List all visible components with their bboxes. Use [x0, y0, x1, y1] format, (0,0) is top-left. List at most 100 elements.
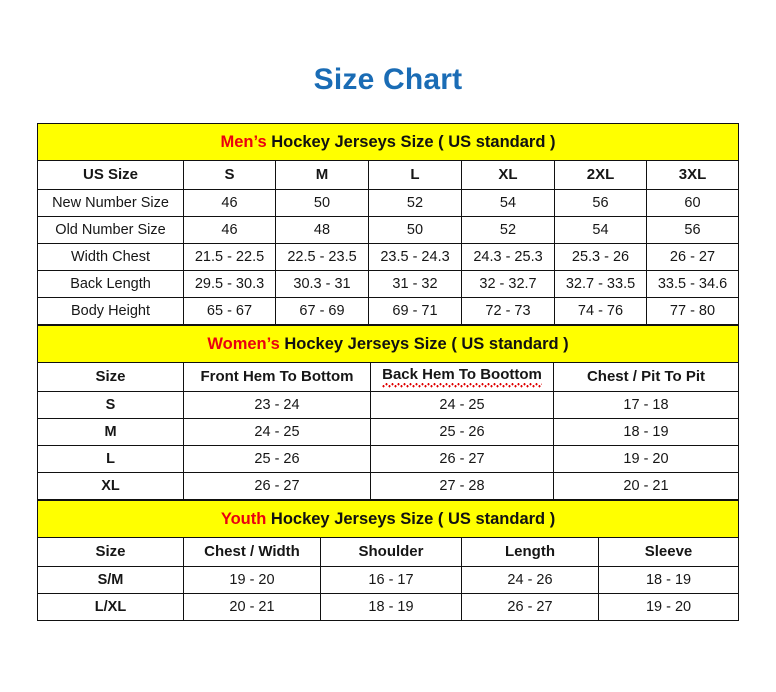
mens-cell-0-2: 52 — [368, 189, 462, 217]
mens-cell-1-1: 48 — [275, 216, 369, 244]
mens-cell-2-3: 24.3 - 25.3 — [461, 243, 555, 271]
youth-cell-1-1: 18 - 19 — [320, 593, 462, 621]
mens-cell-4-1: 67 - 69 — [275, 297, 369, 325]
page-title: Size Chart — [313, 63, 463, 96]
womens-cell-0-1: 24 - 25 — [370, 391, 554, 419]
mens-col-header-1: S — [183, 160, 276, 190]
mens-cell-4-4: 74 - 76 — [554, 297, 647, 325]
youth-col-header-4: Sleeve — [597, 537, 740, 567]
mens-cell-4-5: 77 - 80 — [646, 297, 739, 325]
womens-cell-1-1: 25 - 26 — [370, 418, 554, 446]
youth-col-header-3: Length — [461, 537, 599, 567]
mens-cell-3-3: 32 - 32.7 — [461, 270, 555, 298]
mens-cell-3-4: 32.7 - 33.5 — [554, 270, 647, 298]
mens-col-header-2: M — [275, 160, 369, 190]
mens-cell-2-4: 25.3 - 26 — [554, 243, 647, 271]
mens-cell-0-1: 50 — [275, 189, 369, 217]
mens-cell-0-4: 56 — [554, 189, 647, 217]
youth-row-label-0: S/M — [37, 566, 184, 594]
mens-cell-0-5: 60 — [646, 189, 739, 217]
mens-col-header-4: XL — [461, 160, 555, 190]
table-row: S/M 19 - 20 16 - 17 24 - 26 18 - 19 — [37, 566, 740, 594]
womens-cell-2-1: 26 - 27 — [370, 445, 554, 473]
misspelled-word: Back Hem To Boottom — [382, 366, 542, 388]
womens-row-label-3: XL — [37, 472, 184, 500]
womens-col-header-2: Back Hem To Boottom — [370, 362, 554, 392]
youth-column-header-row: Size Chest / Width Shoulder Length Sleev… — [37, 537, 740, 567]
youth-banner-accent: Youth — [220, 510, 267, 528]
mens-col-header-0: US Size — [37, 160, 184, 190]
youth-section-banner: Youth Hockey Jerseys Size ( US standard … — [36, 500, 740, 538]
womens-col-header-1: Front Hem To Bottom — [183, 362, 371, 392]
womens-cell-3-1: 27 - 28 — [370, 472, 554, 500]
womens-banner-rest: Hockey Jerseys Size ( US standard ) — [279, 335, 569, 353]
mens-row-label-3: Back Length — [37, 270, 184, 298]
mens-banner-rest: Hockey Jerseys Size ( US standard ) — [266, 133, 556, 151]
mens-banner-accent: Men’s — [220, 133, 267, 151]
womens-section-banner: Women’s Hockey Jerseys Size ( US standar… — [36, 325, 740, 363]
table-row: Back Length 29.5 - 30.3 30.3 - 31 31 - 3… — [37, 270, 739, 298]
womens-column-header-row: Size Front Hem To Bottom Back Hem To Boo… — [37, 362, 740, 392]
womens-cell-3-0: 26 - 27 — [183, 472, 371, 500]
womens-cell-2-0: 25 - 26 — [183, 445, 371, 473]
youth-banner-cell: Youth Hockey Jerseys Size ( US standard … — [36, 500, 740, 538]
womens-cell-3-2: 20 - 21 — [552, 472, 740, 500]
womens-banner-cell: Women’s Hockey Jerseys Size ( US standar… — [36, 325, 740, 363]
youth-cell-0-2: 24 - 26 — [461, 566, 599, 594]
youth-cell-0-1: 16 - 17 — [320, 566, 462, 594]
youth-banner-rest: Hockey Jerseys Size ( US standard ) — [266, 510, 556, 528]
mens-row-label-1: Old Number Size — [37, 216, 184, 244]
mens-cell-3-1: 30.3 - 31 — [275, 270, 369, 298]
mens-cell-0-0: 46 — [183, 189, 276, 217]
mens-cell-1-2: 50 — [368, 216, 462, 244]
womens-cell-0-2: 17 - 18 — [552, 391, 740, 419]
youth-cell-0-3: 18 - 19 — [597, 566, 740, 594]
table-row: L/XL 20 - 21 18 - 19 26 - 27 19 - 20 — [37, 593, 740, 621]
mens-cell-1-4: 54 — [554, 216, 647, 244]
mens-cell-4-3: 72 - 73 — [461, 297, 555, 325]
youth-col-header-2: Shoulder — [320, 537, 462, 567]
mens-row-label-4: Body Height — [37, 297, 184, 325]
mens-row-label-0: New Number Size — [37, 189, 184, 217]
mens-cell-1-0: 46 — [183, 216, 276, 244]
womens-row-label-1: M — [37, 418, 184, 446]
mens-cell-1-3: 52 — [461, 216, 555, 244]
mens-cell-2-0: 21.5 - 22.5 — [183, 243, 276, 271]
mens-row-label-2: Width Chest — [37, 243, 184, 271]
youth-size-table: Youth Hockey Jerseys Size ( US standard … — [36, 500, 740, 621]
womens-col-header-3: Chest / Pit To Pit — [552, 362, 740, 392]
mens-cell-3-0: 29.5 - 30.3 — [183, 270, 276, 298]
mens-cell-0-3: 54 — [461, 189, 555, 217]
table-row: XL 26 - 27 27 - 28 20 - 21 — [37, 472, 740, 500]
table-row: Body Height 65 - 67 67 - 69 69 - 71 72 -… — [37, 297, 739, 325]
table-row: S 23 - 24 24 - 25 17 - 18 — [37, 391, 740, 419]
mens-cell-2-2: 23.5 - 24.3 — [368, 243, 462, 271]
table-row: Width Chest 21.5 - 22.5 22.5 - 23.5 23.5… — [37, 243, 739, 271]
womens-col-header-0: Size — [37, 362, 184, 392]
womens-cell-0-0: 23 - 24 — [183, 391, 371, 419]
mens-cell-2-1: 22.5 - 23.5 — [275, 243, 369, 271]
mens-col-header-6: 3XL — [646, 160, 739, 190]
womens-banner-accent: Women’s — [207, 335, 280, 353]
table-row: Old Number Size 46 48 50 52 54 56 — [37, 216, 739, 244]
youth-row-label-1: L/XL — [37, 593, 184, 621]
table-row: New Number Size 46 50 52 54 56 60 — [37, 189, 739, 217]
youth-cell-1-0: 20 - 21 — [183, 593, 321, 621]
womens-cell-2-2: 19 - 20 — [552, 445, 740, 473]
youth-cell-1-3: 19 - 20 — [597, 593, 740, 621]
mens-cell-4-0: 65 - 67 — [183, 297, 276, 325]
mens-cell-4-2: 69 - 71 — [368, 297, 462, 325]
table-row: L 25 - 26 26 - 27 19 - 20 — [37, 445, 740, 473]
mens-col-header-5: 2XL — [554, 160, 647, 190]
youth-cell-0-0: 19 - 20 — [183, 566, 321, 594]
table-row: M 24 - 25 25 - 26 18 - 19 — [37, 418, 740, 446]
womens-cell-1-0: 24 - 25 — [183, 418, 371, 446]
youth-col-header-1: Chest / Width — [183, 537, 321, 567]
womens-size-table: Women’s Hockey Jerseys Size ( US standar… — [36, 325, 740, 500]
mens-banner-cell: Men’s Hockey Jerseys Size ( US standard … — [37, 123, 739, 161]
mens-column-header-row: US Size S M L XL 2XL 3XL — [37, 160, 739, 190]
mens-cell-3-5: 33.5 - 34.6 — [646, 270, 739, 298]
size-tables-container: Men’s Hockey Jerseys Size ( US standard … — [36, 123, 740, 621]
youth-cell-1-2: 26 - 27 — [461, 593, 599, 621]
